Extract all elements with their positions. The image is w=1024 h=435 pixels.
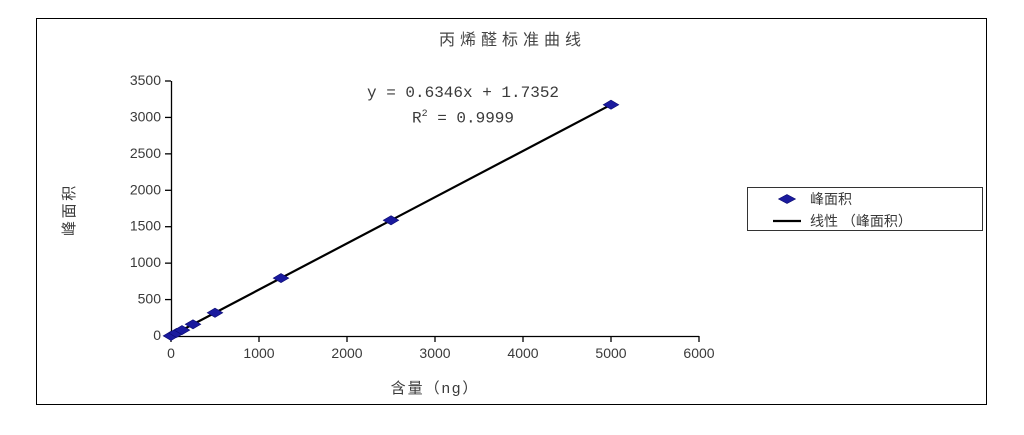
svg-text:5000: 5000 <box>595 345 626 361</box>
svg-text:0: 0 <box>167 345 175 361</box>
svg-text:3000: 3000 <box>130 108 161 124</box>
svg-text:500: 500 <box>138 291 162 307</box>
svg-text:3500: 3500 <box>130 72 161 88</box>
svg-text:2000: 2000 <box>331 345 362 361</box>
svg-text:6000: 6000 <box>683 345 714 361</box>
svg-text:2500: 2500 <box>130 145 161 161</box>
svg-text:3000: 3000 <box>419 345 450 361</box>
svg-text:0: 0 <box>153 327 161 343</box>
svg-text:1000: 1000 <box>243 345 274 361</box>
svg-text:2000: 2000 <box>130 181 161 197</box>
svg-text:1000: 1000 <box>130 254 161 270</box>
svg-text:4000: 4000 <box>507 345 538 361</box>
svg-text:1500: 1500 <box>130 218 161 234</box>
